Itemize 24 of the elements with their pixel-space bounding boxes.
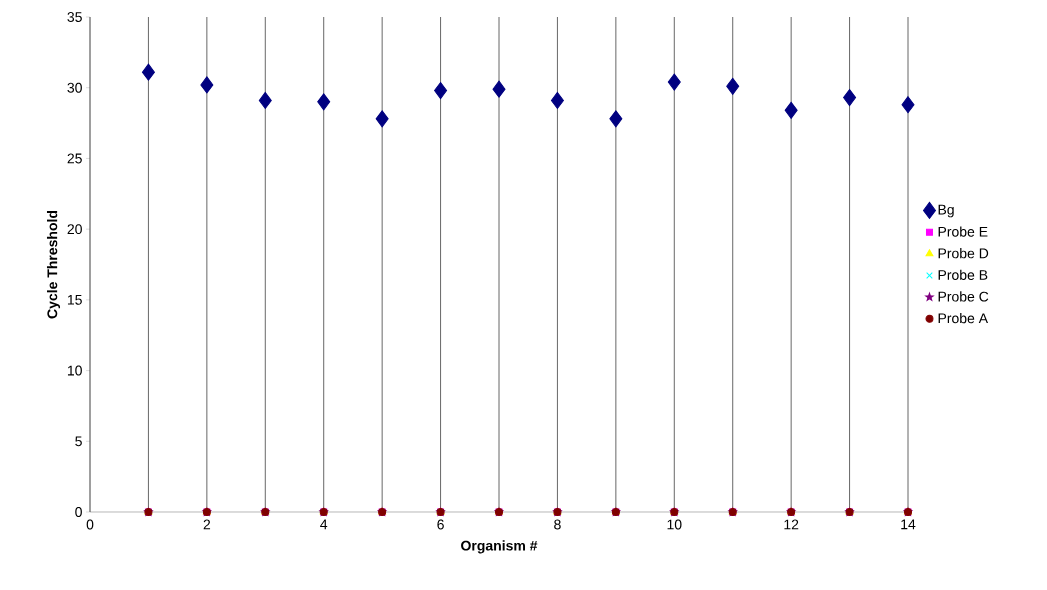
y-tick-label: 0: [75, 507, 82, 517]
x-axis-title: Organism #: [461, 540, 538, 554]
x-tick-label: 0: [86, 519, 94, 530]
x-tick-label: 8: [554, 519, 561, 530]
legend-label: Probe E: [938, 226, 988, 237]
y-tick-label: 30: [67, 82, 82, 93]
y-tick-label: 25: [67, 153, 82, 164]
x-tick-label: 2: [203, 519, 211, 530]
y-tick-label: 35: [67, 12, 82, 22]
y-tick-label: 5: [75, 436, 82, 447]
y-tick-label: 10: [67, 365, 82, 376]
x-tick-label: 10: [667, 519, 682, 530]
y-axis-title: Cycle Threshold: [46, 210, 61, 319]
x-tick-label: 4: [320, 519, 328, 530]
y-tick-label: 20: [67, 224, 82, 235]
x-tick-label: 12: [784, 519, 799, 530]
legend-label: Probe C: [938, 291, 989, 302]
legend-label: Probe D: [938, 248, 989, 259]
x-tick-label: 14: [901, 519, 916, 530]
legend-label: Bg: [938, 204, 954, 218]
y-tick-label: 15: [67, 294, 82, 305]
x-tick-label: 6: [437, 519, 444, 530]
legend-label: Probe B: [938, 269, 988, 280]
legend-label: Probe A: [938, 312, 989, 324]
